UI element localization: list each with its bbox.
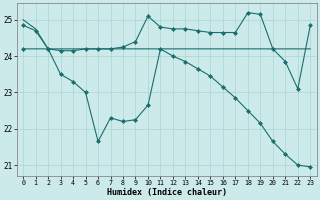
- X-axis label: Humidex (Indice chaleur): Humidex (Indice chaleur): [107, 188, 227, 197]
